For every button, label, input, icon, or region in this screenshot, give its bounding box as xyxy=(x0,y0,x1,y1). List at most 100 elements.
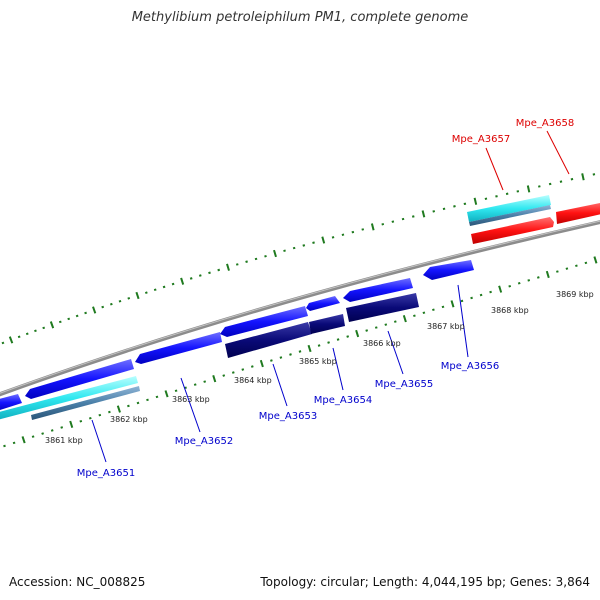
gene-labels: Mpe_A3651 Mpe_A3652 Mpe_A3653 Mpe_A3654 … xyxy=(77,118,574,479)
minor-tick xyxy=(146,398,149,402)
major-tick xyxy=(545,270,550,279)
gene-label-mpe-a3658[interactable]: Mpe_A3658 xyxy=(516,118,574,129)
gene-label-mpe-a3656[interactable]: Mpe_A3656 xyxy=(441,361,499,372)
gene-arrow-mpe-a3656[interactable] xyxy=(423,260,474,280)
major-tick xyxy=(69,420,74,428)
minor-tick xyxy=(460,299,464,303)
leader-line-mpe-a3652 xyxy=(180,377,201,433)
major-tick xyxy=(164,390,169,398)
kbp-label: 3867 kbp xyxy=(427,322,465,331)
minor-tick xyxy=(484,197,488,200)
minor-tick xyxy=(41,432,45,435)
gene-arrow-mpe-a3652[interactable] xyxy=(135,332,222,364)
minor-tick xyxy=(153,288,157,292)
minor-tick xyxy=(60,426,64,429)
minor-tick xyxy=(548,182,552,186)
major-tick xyxy=(49,321,55,329)
minor-tick xyxy=(250,365,254,368)
inner-tick-track xyxy=(3,256,598,448)
minor-tick xyxy=(575,264,578,268)
genome-summary: Topology: circular; Length: 4,044,195 bp… xyxy=(260,575,590,589)
minor-tick xyxy=(84,311,87,315)
minor-tick xyxy=(283,249,286,252)
leader-line-mpe-a3651 xyxy=(91,419,107,463)
minor-tick xyxy=(584,261,588,265)
minor-tick xyxy=(127,297,131,300)
kbp-label: 3862 kbp xyxy=(110,415,148,424)
minor-tick xyxy=(203,380,207,383)
minor-tick xyxy=(413,314,416,318)
kbp-label: 3866 kbp xyxy=(363,339,401,348)
major-tick xyxy=(355,329,360,338)
minor-tick xyxy=(312,241,315,244)
minor-tick xyxy=(489,290,492,294)
gene-arrow-mpe-a3654[interactable] xyxy=(306,296,340,311)
gene-label-mpe-a3654[interactable]: Mpe_A3654 xyxy=(314,395,372,406)
minor-tick xyxy=(441,305,445,309)
minor-tick xyxy=(155,395,159,399)
minor-tick xyxy=(351,230,355,234)
major-tick xyxy=(321,236,326,244)
kbp-label: 3863 kbp xyxy=(172,395,210,404)
gene-arrow-mpe-a3657[interactable] xyxy=(471,217,554,244)
minor-tick xyxy=(184,386,187,390)
gene-arrow-mpe-a3655[interactable] xyxy=(343,278,413,302)
minor-tick xyxy=(565,267,569,270)
minor-tick xyxy=(401,217,405,221)
gene-arrow-left-edge[interactable] xyxy=(0,394,22,411)
minor-tick xyxy=(174,389,178,393)
leader-line-mpe-a3657 xyxy=(485,147,504,191)
major-tick xyxy=(226,263,230,271)
minor-tick xyxy=(17,335,21,339)
minor-tick xyxy=(346,335,350,338)
minor-tick xyxy=(1,341,5,345)
minor-tick xyxy=(365,329,369,332)
minor-tick xyxy=(479,293,483,297)
major-tick xyxy=(498,285,503,293)
gene-label-mpe-a3652[interactable]: Mpe_A3652 xyxy=(175,436,233,447)
minor-tick xyxy=(222,374,226,377)
gene-leader-lines xyxy=(91,130,570,463)
gene-arrow-mpe-a3651[interactable] xyxy=(25,359,134,399)
gene-label-mpe-a3655[interactable]: Mpe_A3655 xyxy=(375,379,433,390)
minor-tick xyxy=(470,296,473,300)
major-tick xyxy=(473,197,478,205)
kbp-label: 3868 kbp xyxy=(491,306,529,315)
minor-tick xyxy=(3,444,6,448)
minor-tick xyxy=(279,356,283,359)
minor-tick xyxy=(25,332,29,336)
gene-label-mpe-a3653[interactable]: Mpe_A3653 xyxy=(259,411,317,422)
major-tick xyxy=(402,315,407,323)
minor-tick xyxy=(109,302,113,306)
gene-band-dark xyxy=(309,314,345,334)
genome-backbone-highlight xyxy=(0,220,600,394)
minor-tick xyxy=(536,276,540,279)
minor-tick xyxy=(508,284,512,288)
gene-label-mpe-a3657[interactable]: Mpe_A3657 xyxy=(452,134,510,145)
minor-tick xyxy=(193,383,197,386)
minor-tick xyxy=(171,282,175,286)
leader-line-mpe-a3653 xyxy=(272,363,288,407)
minor-tick xyxy=(336,338,340,341)
gene-label-mpe-a3651[interactable]: Mpe_A3651 xyxy=(77,468,135,479)
minor-tick xyxy=(556,270,559,273)
minor-tick xyxy=(331,236,335,239)
gene-arrow-mpe-a3653[interactable] xyxy=(220,306,308,337)
genome-backbone xyxy=(0,220,600,397)
outer-tick-track xyxy=(1,173,596,345)
gene-arrow-mpe-a3658[interactable] xyxy=(556,202,600,224)
minor-tick xyxy=(432,210,436,213)
minor-tick xyxy=(235,263,239,266)
kbp-label: 3865 kbp xyxy=(299,357,337,366)
major-tick xyxy=(180,277,185,285)
minor-tick xyxy=(453,205,456,208)
minor-tick xyxy=(31,435,35,438)
major-tick xyxy=(212,375,217,383)
accession-label: Accession: NC_008825 xyxy=(9,575,146,589)
cds-match-block xyxy=(469,205,551,226)
minor-tick xyxy=(75,314,79,318)
minor-tick xyxy=(264,254,267,258)
minor-tick xyxy=(422,311,426,315)
kbp-scale-labels: 3861 kbp 3862 kbp 3863 kbp 3864 kbp 3865… xyxy=(45,290,594,445)
